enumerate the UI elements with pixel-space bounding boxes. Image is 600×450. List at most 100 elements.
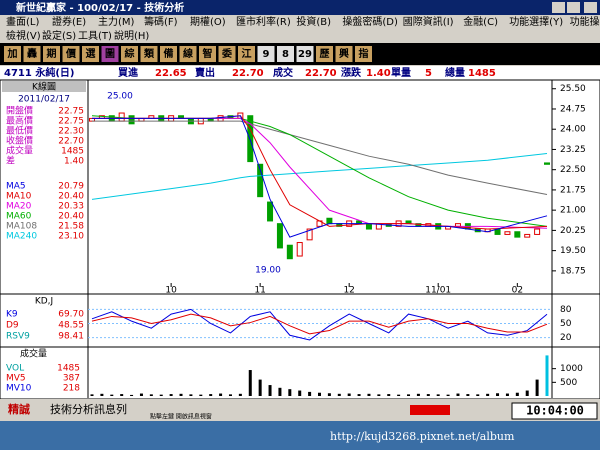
toolbar-button[interactable] (62, 46, 80, 62)
menu-item[interactable]: 功能操作(F) (570, 15, 600, 28)
candle (306, 228, 313, 241)
ma-label: MA60 (6, 212, 32, 222)
row-value: 22.70 (58, 137, 84, 147)
ma-value: 20.79 (58, 182, 84, 192)
menu-item[interactable]: 畫面(L) (6, 15, 39, 28)
toolbar-label[interactable]: 線 (183, 47, 193, 60)
y-tick-label: 50 (560, 319, 572, 329)
menu-item[interactable]: 證券(E) (52, 15, 86, 28)
toolbar-label[interactable]: 綜 (125, 47, 135, 60)
quote-label: 漲跌 (341, 66, 362, 79)
volume-bar (525, 390, 529, 396)
chart-area (0, 79, 600, 400)
ma-label: MA10 (6, 192, 32, 202)
toolbar-button[interactable] (355, 46, 372, 62)
quote-value: 22.65 (155, 68, 187, 79)
menu-item[interactable]: 功能選擇(Y) (509, 15, 563, 28)
toolbar-button[interactable] (218, 46, 236, 62)
toolbar-label[interactable]: 歷 (320, 48, 330, 60)
status-hint: 點擊左鍵 開啟訊息視窗 (150, 413, 212, 421)
menu-item[interactable]: 籌碼(F) (144, 15, 178, 28)
volume-bar (407, 394, 411, 396)
toolbar-button[interactable] (4, 46, 21, 62)
toolbar-label[interactable]: 9 (263, 49, 270, 60)
toolbar-button[interactable] (179, 46, 197, 62)
volume-bar (377, 394, 381, 396)
toolbar-button[interactable] (101, 46, 119, 62)
maximize-button[interactable] (567, 2, 580, 13)
menu-item[interactable]: 主力(M) (98, 15, 135, 28)
candle (534, 228, 541, 235)
toolbar-button[interactable] (277, 46, 294, 62)
volume-bar (179, 393, 183, 396)
status-message: 技術分析訊息列 (50, 402, 127, 416)
volume-bar (496, 393, 500, 396)
menu-item[interactable]: 設定(S) (42, 29, 76, 42)
toolbar-button[interactable] (160, 46, 177, 62)
volume-bar (515, 392, 519, 396)
toolbar-label[interactable]: 類 (143, 47, 155, 60)
close-button[interactable] (584, 2, 597, 13)
candle (326, 217, 333, 225)
menu-item[interactable]: 檢視(V) (6, 29, 41, 42)
menu-item[interactable]: 金融(C) (463, 15, 498, 28)
ma-label: MA108 (6, 222, 37, 232)
menu-item[interactable]: 工具(T) (78, 30, 112, 42)
toolbar-button[interactable] (335, 46, 353, 62)
toolbar-label[interactable]: 智 (203, 47, 213, 60)
candle (504, 231, 511, 235)
volume-bar (199, 394, 203, 396)
menu-item[interactable]: 操盤密碼(D) (342, 15, 398, 28)
toolbar-button[interactable] (238, 46, 255, 62)
toolbar-button[interactable] (23, 46, 41, 62)
volume-bar (209, 394, 213, 396)
window-title: 新世紀贏家 - 100/02/17 - 技術分析 (16, 1, 184, 14)
ma-value: 20.40 (58, 192, 84, 202)
toolbar-label[interactable]: 加 (7, 47, 18, 60)
menu-item[interactable]: 國際資訊(I) (403, 15, 454, 28)
toolbar-label[interactable]: 期 (47, 47, 57, 60)
y-tick-label: 18.75 (560, 266, 586, 276)
toolbar-label[interactable]: 圖 (105, 48, 115, 60)
toolbar-label[interactable]: 指 (359, 47, 369, 60)
toolbar-button[interactable] (316, 46, 333, 62)
toolbar-button[interactable] (82, 46, 99, 62)
toolbar-label[interactable]: 轟 (27, 47, 37, 60)
toolbar-label[interactable]: 選 (86, 47, 96, 60)
volume-bar (228, 394, 232, 396)
toolbar-label[interactable]: 委 (221, 47, 233, 60)
volume-bar (120, 394, 124, 396)
clock: 10:04:00 (526, 404, 584, 418)
toolbar-button[interactable] (43, 46, 60, 62)
toolbar-label[interactable]: 備 (164, 47, 174, 60)
minimize-button[interactable] (552, 2, 565, 13)
quote-label: 總量 (445, 66, 465, 79)
volume-bar (357, 394, 361, 396)
row-value: 1.40 (64, 157, 84, 167)
menu-item[interactable]: 投資(B) (296, 15, 331, 28)
volume-bar (110, 394, 114, 396)
y-tick-label: 20.25 (560, 226, 586, 236)
toolbar-button[interactable] (140, 46, 158, 62)
toolbar-button[interactable] (257, 46, 275, 62)
volume-bar (505, 393, 509, 396)
menu-item[interactable]: 匯市利率(R) (236, 15, 291, 28)
toolbar-label[interactable]: 價 (65, 47, 77, 60)
volume-bar (139, 393, 143, 396)
toolbar-label[interactable]: 興 (339, 47, 349, 60)
vol-value: 387 (63, 374, 80, 384)
toolbar-label[interactable]: 江 (242, 47, 252, 60)
indicator-line (91, 153, 548, 200)
toolbar-button[interactable] (121, 46, 138, 62)
toolbar-label[interactable]: 29 (298, 49, 312, 60)
volume-bar (486, 393, 490, 396)
vol-label: VOL (6, 364, 24, 374)
kd-label: D9 (6, 321, 19, 331)
menu-item[interactable]: 期權(O) (190, 15, 226, 28)
toolbar-button[interactable] (296, 46, 314, 62)
toolbar-button[interactable] (199, 46, 216, 62)
menu-item[interactable]: 說明(H) (114, 29, 149, 42)
volume-bar (189, 394, 193, 396)
toolbar-label[interactable]: 8 (282, 49, 289, 60)
x-tick-label: 11 (254, 286, 265, 296)
